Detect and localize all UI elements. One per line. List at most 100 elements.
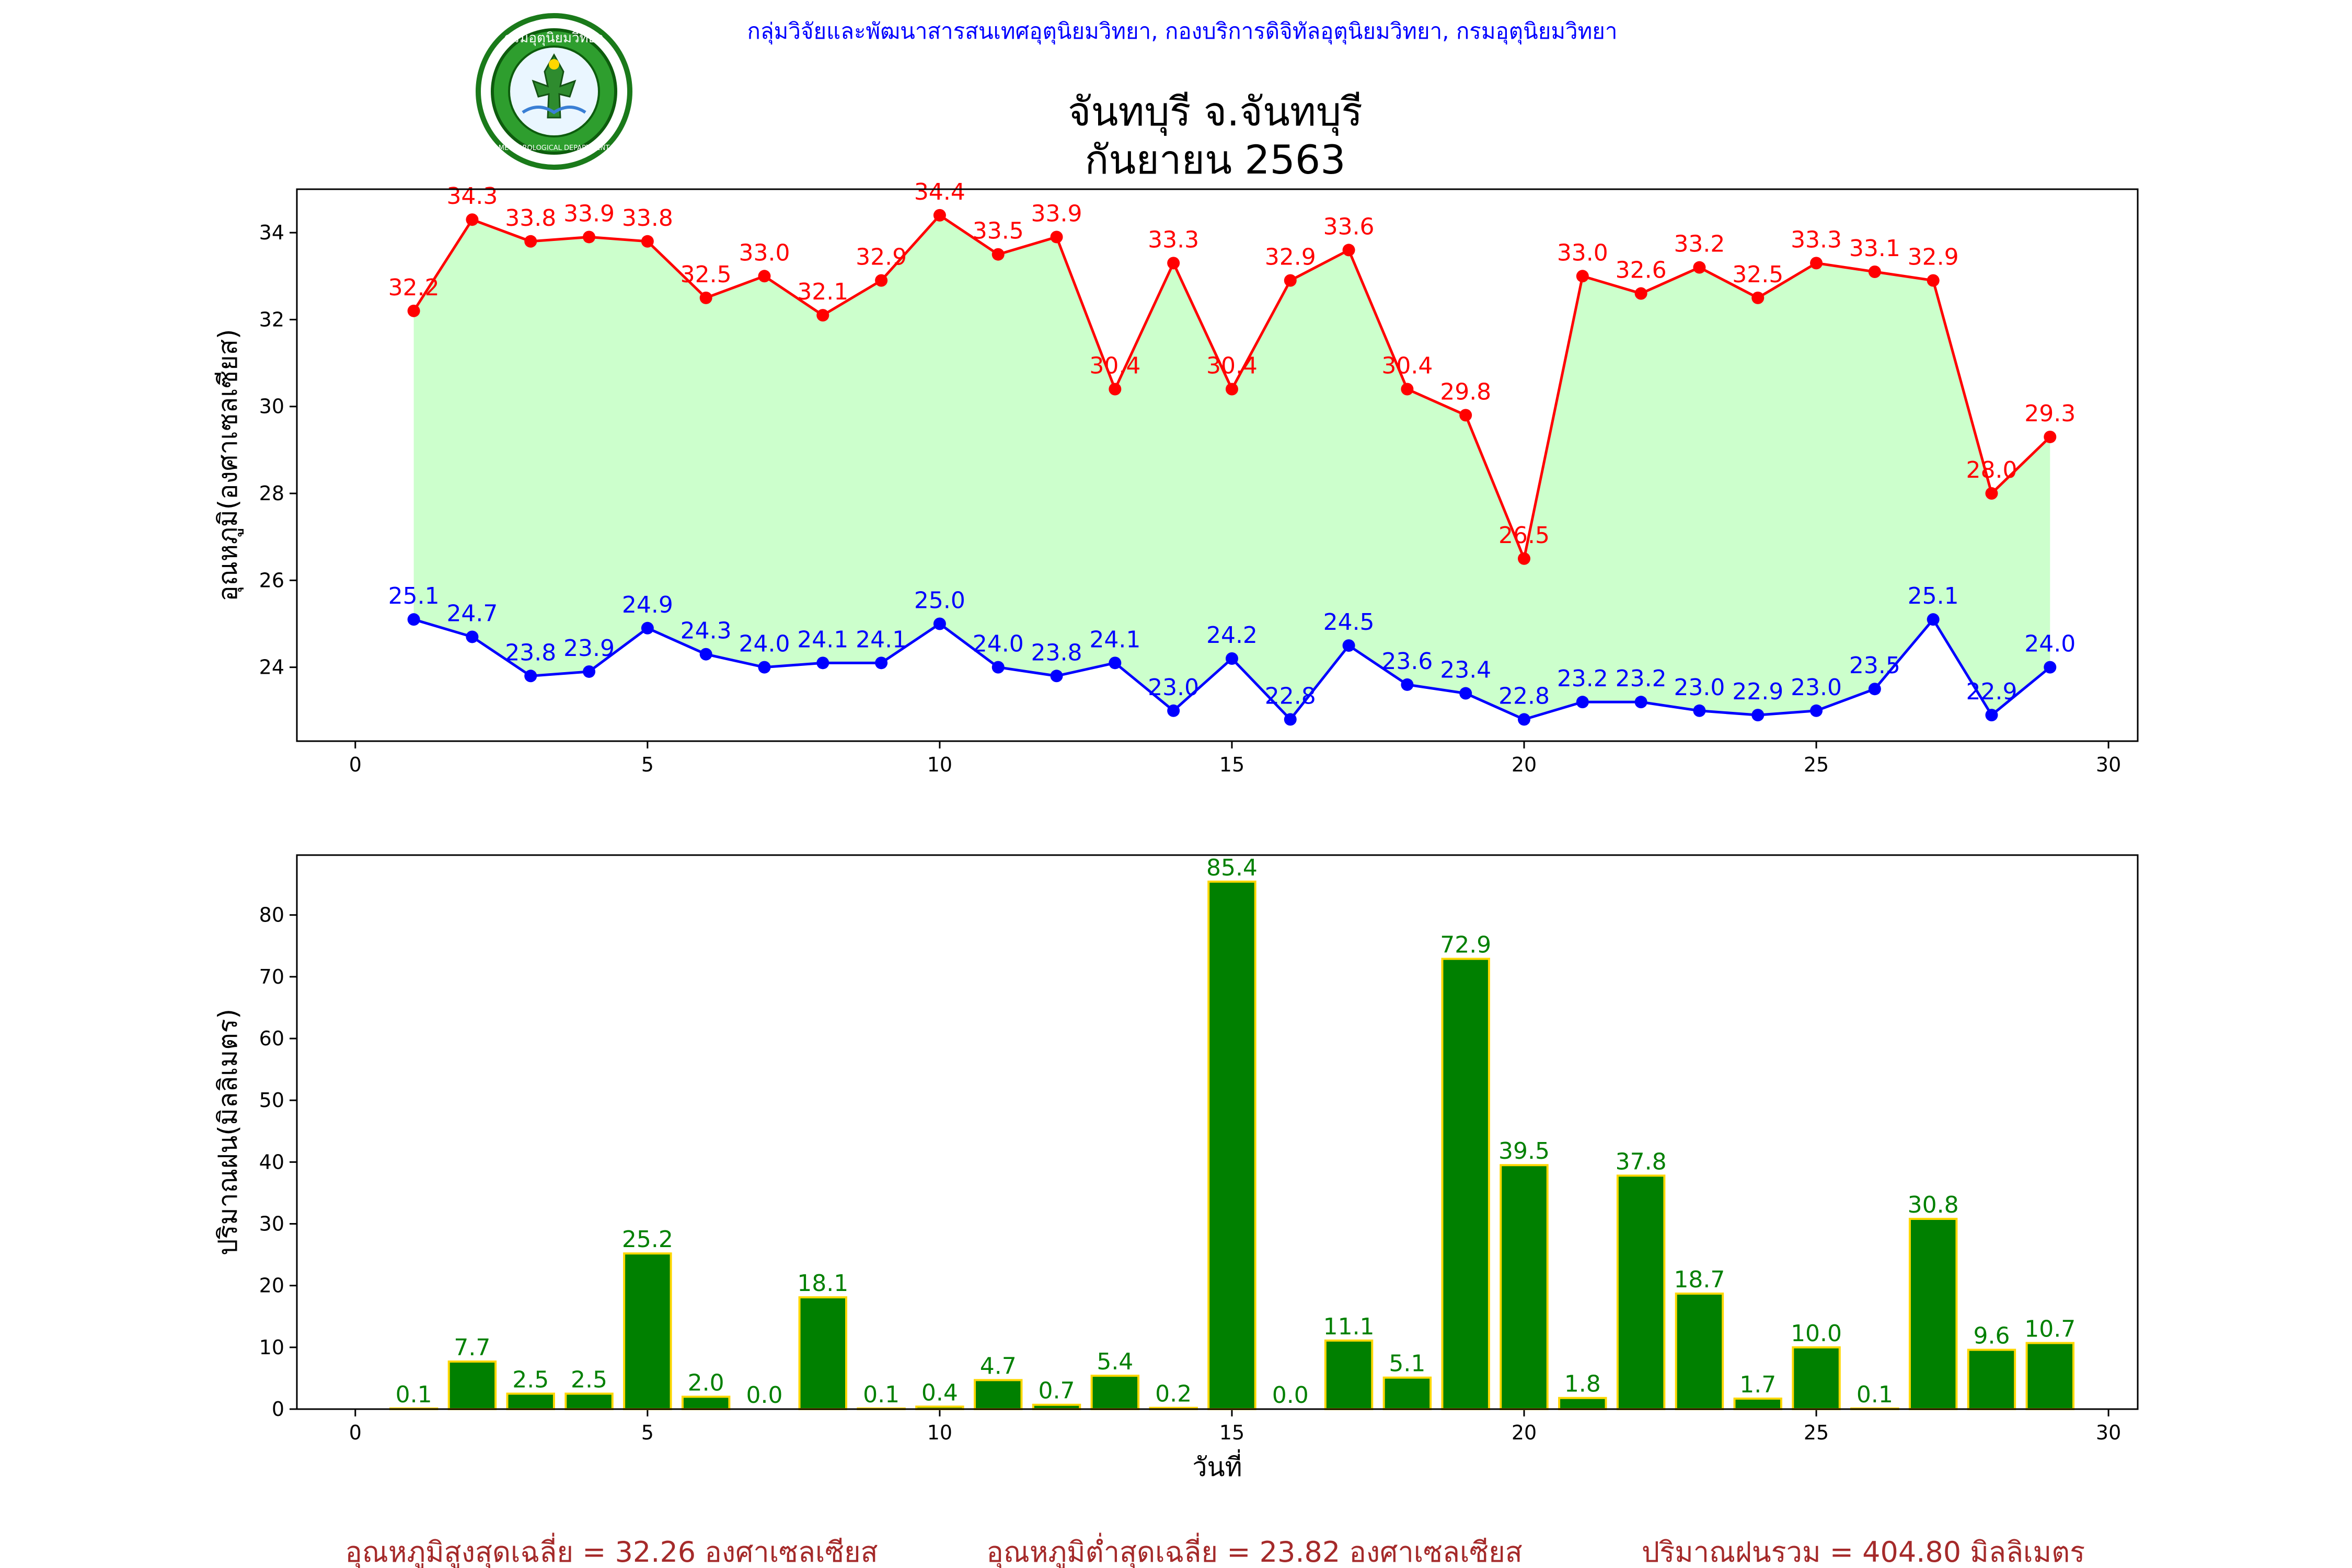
min-temp-point — [466, 630, 479, 643]
rain-bar — [1733, 1397, 1782, 1411]
rain-x-tick-label: 10 — [927, 1421, 952, 1444]
temp-y-tick-label: 32 — [259, 308, 284, 331]
min-temp-point — [1985, 709, 1998, 722]
rain-x-tick-label: 20 — [1512, 1421, 1537, 1444]
min-temp-data-label: 24.1 — [797, 626, 848, 653]
rain-y-tick-label: 60 — [259, 1027, 284, 1050]
min-temp-data-label: 22.9 — [1966, 678, 2017, 705]
max-temp-data-label: 33.8 — [622, 205, 673, 232]
max-temp-data-label: 33.0 — [1557, 239, 1608, 266]
rain-y-tick-label: 80 — [259, 904, 284, 927]
max-temp-point — [1576, 270, 1589, 283]
max-temp-data-label: 32.6 — [1616, 257, 1667, 284]
min-temp-point — [1810, 704, 1823, 717]
max-temp-point — [1225, 383, 1238, 396]
max-temp-point — [641, 235, 654, 248]
min-temp-point — [1459, 687, 1472, 700]
rain-bar — [1324, 1339, 1374, 1410]
min-temp-data-label: 22.8 — [1265, 683, 1316, 709]
max-temp-data-label: 30.4 — [1381, 352, 1433, 379]
rain-data-label: 0.4 — [921, 1379, 958, 1406]
max-temp-point — [991, 248, 1005, 261]
min-temp-point — [1576, 696, 1589, 709]
temp-y-tick-label: 34 — [259, 221, 284, 244]
rain-bar — [564, 1392, 614, 1410]
min-temp-data-label: 25.1 — [388, 583, 440, 609]
rain-x-tick-label: 30 — [2096, 1421, 2121, 1444]
max-temp-point — [1634, 287, 1647, 300]
min-temp-point — [933, 617, 946, 630]
rain-data-label: 1.8 — [1564, 1371, 1601, 1398]
rain-y-tick-label: 50 — [259, 1089, 284, 1112]
logo-ring-text: กรมอุตุนิยมวิทยา — [504, 30, 604, 46]
min-temp-point — [1927, 613, 1940, 626]
rainfall-chart: 0 5 10 15 20 25 30 0 10 20 30 40 50 60 70 80 ปริมาณฝน(มิ… — [213, 854, 2139, 1482]
max-temp-data-label: 32.9 — [1908, 244, 1959, 271]
rain-bar — [1558, 1397, 1607, 1410]
max-temp-point — [1109, 383, 1122, 396]
min-temp-point — [1518, 713, 1530, 726]
temp-range-fill — [413, 215, 2050, 720]
temp-y-tick-label: 24 — [259, 656, 284, 679]
rain-bar — [1967, 1348, 2016, 1410]
min-temp-data-label: 24.5 — [1323, 609, 1375, 636]
min-temp-point — [407, 613, 420, 626]
rain-data-label: 37.8 — [1616, 1148, 1667, 1175]
logo-bottom-text: METEOROLOGICAL DEPARTMENT — [499, 144, 610, 152]
rain-y-tick-label: 70 — [259, 965, 284, 988]
min-temp-point — [1401, 678, 1414, 691]
max-temp-data-label: 34.4 — [914, 179, 965, 205]
chart-title-line1: จันทบุรี จ.จันทบุรี — [1068, 88, 1363, 136]
min-temp-point — [641, 621, 654, 635]
min-temp-point — [583, 665, 596, 678]
max-temp-data-label: 32.9 — [856, 244, 907, 271]
max-temp-data-label: 33.9 — [1031, 200, 1082, 227]
temp-y-axis-label: อุณหภูมิ(องศาเซลเซียส) — [213, 329, 244, 601]
rain-data-label: 0.7 — [1039, 1378, 1075, 1404]
credit-text: กลุ่มวิจัยและพัฒนาสารสนเทศอุตุนิยมวิทยา,… — [747, 18, 1617, 45]
min-temp-data-label: 23.8 — [1031, 639, 1082, 666]
max-temp-data-label: 33.3 — [1791, 226, 1842, 253]
max-temp-point — [816, 309, 829, 322]
temp-x-tick-label: 0 — [349, 753, 362, 776]
min-temp-point — [1342, 639, 1355, 652]
max-temp-point — [1401, 383, 1414, 396]
min-temp-data-label: 23.2 — [1616, 665, 1667, 692]
chart-title-line2: กันยายน 2563 — [1085, 136, 1345, 183]
rain-data-label: 10.0 — [1791, 1320, 1842, 1347]
max-temp-data-label: 30.4 — [1206, 352, 1258, 379]
min-temp-point — [1167, 704, 1180, 717]
max-temp-data-label: 33.0 — [739, 239, 790, 266]
rain-y-tick-label: 30 — [259, 1212, 284, 1235]
rain-data-label: 0.0 — [1272, 1382, 1309, 1409]
max-temp-point — [1050, 230, 1063, 244]
max-temp-data-label: 29.8 — [1440, 378, 1491, 405]
rain-x-tick-label: 0 — [349, 1421, 362, 1444]
min-temp-point — [1693, 704, 1706, 717]
max-temp-point — [2044, 430, 2057, 443]
max-temp-data-label: 33.2 — [1674, 231, 1725, 258]
rain-data-label: 72.9 — [1440, 932, 1491, 959]
rain-bar — [681, 1396, 731, 1411]
rain-x-tick-label: 15 — [1219, 1421, 1244, 1444]
rain-y-axis-label: ปริมาณฝน(มิลลิเมตร) — [213, 1009, 243, 1255]
max-temp-data-label: 33.1 — [1849, 235, 1900, 262]
min-temp-point — [1868, 683, 1881, 696]
rain-data-label: 0.2 — [1155, 1381, 1192, 1408]
max-temp-data-label: 33.6 — [1323, 213, 1375, 240]
rain-bar — [1207, 880, 1256, 1410]
min-temp-point — [1284, 713, 1297, 726]
min-temp-data-label: 23.5 — [1849, 652, 1900, 679]
rain-data-label: 7.7 — [454, 1334, 490, 1361]
min-temp-data-label: 23.9 — [563, 635, 615, 662]
rain-bar — [798, 1296, 848, 1411]
max-temp-point — [1518, 552, 1530, 565]
rain-plot-frame — [296, 854, 2139, 1410]
temp-x-tick-label: 30 — [2096, 753, 2121, 776]
temp-x-tick-label: 10 — [927, 753, 952, 776]
min-temp-point — [1225, 652, 1238, 665]
min-temp-data-label: 24.3 — [681, 618, 732, 644]
min-temp-data-label: 22.9 — [1732, 678, 1783, 705]
avg-max-temp-stat: อุณหภูมิสูงสุดเฉลี่ย = 32.26 องศาเซลเซีย… — [345, 1532, 878, 1568]
rain-x-tick-label: 25 — [1804, 1421, 1829, 1444]
